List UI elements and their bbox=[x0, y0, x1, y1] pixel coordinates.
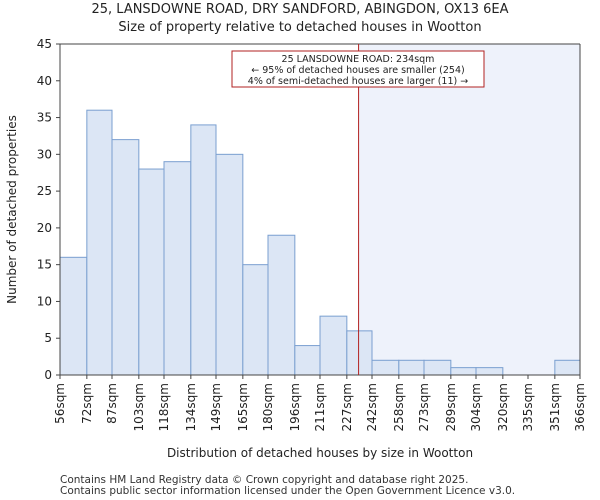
x-tick-label-227sqm: 227sqm bbox=[340, 383, 354, 431]
bar-289sqm bbox=[450, 367, 477, 376]
annotation-line-2: ← 95% of detached houses are smaller (25… bbox=[251, 65, 464, 76]
chart-subtitle: Size of property relative to detached ho… bbox=[118, 20, 482, 35]
x-tick-label-211sqm: 211sqm bbox=[313, 383, 327, 431]
x-tick-label-351sqm: 351sqm bbox=[548, 383, 562, 431]
y-tick-label-10: 10 bbox=[37, 294, 52, 308]
y-tick-label-15: 15 bbox=[37, 258, 52, 272]
x-tick-label-289sqm: 289sqm bbox=[444, 383, 458, 431]
x-tick-label-165sqm: 165sqm bbox=[236, 383, 250, 431]
y-tick-label-30: 30 bbox=[37, 147, 52, 161]
x-tick-label-258sqm: 258sqm bbox=[392, 383, 406, 431]
annotation-line-3: 4% of semi-detached houses are larger (1… bbox=[248, 76, 468, 87]
y-tick-label-5: 5 bbox=[44, 331, 52, 345]
bar-134sqm bbox=[190, 124, 217, 376]
x-tick-label-180sqm: 180sqm bbox=[261, 383, 275, 431]
annotation-box bbox=[231, 50, 485, 88]
footer-line-1: Contains HM Land Registry data © Crown c… bbox=[60, 474, 469, 486]
bar-196sqm bbox=[294, 345, 321, 376]
bar-227sqm bbox=[346, 330, 373, 376]
footer-line-2: Contains public sector information licen… bbox=[60, 485, 516, 497]
y-tick-label-40: 40 bbox=[37, 74, 52, 88]
x-tick-label-242sqm: 242sqm bbox=[365, 383, 379, 431]
x-axis-label: Distribution of detached houses by size … bbox=[167, 446, 473, 460]
x-tick-label-366sqm: 366sqm bbox=[573, 383, 587, 431]
bar-87sqm bbox=[111, 139, 140, 376]
y-tick-label-45: 45 bbox=[37, 37, 52, 51]
bar-242sqm bbox=[371, 359, 400, 376]
bar-72sqm bbox=[86, 109, 113, 376]
y-tick-label-0: 0 bbox=[44, 368, 52, 382]
y-axis-label: Number of detached properties bbox=[5, 115, 19, 304]
chart-title: 25, LANSDOWNE ROAD, DRY SANDFORD, ABINGD… bbox=[91, 2, 509, 17]
y-tick-label-25: 25 bbox=[37, 184, 52, 198]
x-tick-label-118sqm: 118sqm bbox=[157, 383, 171, 431]
x-tick-label-87sqm: 87sqm bbox=[105, 383, 119, 424]
y-tick-label-20: 20 bbox=[37, 221, 52, 235]
bar-258sqm bbox=[398, 359, 425, 376]
x-tick-label-56sqm: 56sqm bbox=[53, 383, 67, 424]
bar-304sqm bbox=[475, 367, 504, 376]
bar-103sqm bbox=[138, 168, 165, 376]
bar-56sqm bbox=[59, 256, 88, 376]
bar-149sqm bbox=[215, 153, 244, 376]
highlight-region bbox=[358, 44, 580, 375]
bar-118sqm bbox=[163, 161, 192, 376]
x-tick-label-103sqm: 103sqm bbox=[132, 383, 146, 431]
x-tick-label-72sqm: 72sqm bbox=[80, 383, 94, 424]
bar-273sqm bbox=[423, 359, 452, 376]
x-tick-label-335sqm: 335sqm bbox=[521, 383, 535, 431]
annotation-line-1: 25 LANSDOWNE ROAD: 234sqm bbox=[282, 54, 435, 65]
x-tick-label-304sqm: 304sqm bbox=[469, 383, 483, 431]
x-tick-label-149sqm: 149sqm bbox=[209, 383, 223, 431]
bar-351sqm bbox=[554, 359, 581, 376]
x-tick-label-320sqm: 320sqm bbox=[496, 383, 510, 431]
x-tick-label-134sqm: 134sqm bbox=[184, 383, 198, 431]
x-tick-label-196sqm: 196sqm bbox=[288, 383, 302, 431]
bar-165sqm bbox=[242, 264, 269, 376]
x-tick-label-273sqm: 273sqm bbox=[417, 383, 431, 431]
y-tick-label-35: 35 bbox=[37, 111, 52, 125]
bar-211sqm bbox=[319, 315, 348, 376]
bar-180sqm bbox=[267, 234, 296, 376]
